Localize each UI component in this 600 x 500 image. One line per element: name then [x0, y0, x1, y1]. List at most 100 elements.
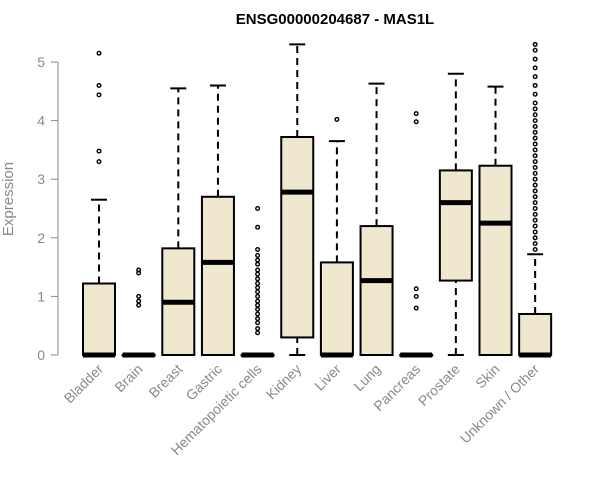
box-lung: [359, 82, 394, 356]
box-iqr: [438, 169, 473, 282]
outlier-point: [334, 116, 340, 122]
y-axis: 0 1 2 3 4 5: [37, 54, 59, 363]
outlier-point: [532, 211, 538, 217]
outlier-point: [255, 276, 261, 282]
outlier-point: [96, 82, 102, 88]
y-axis-title: Expression: [0, 162, 17, 236]
outlier-point: [413, 293, 419, 299]
outlier-point: [532, 82, 538, 88]
outlier-point: [532, 135, 538, 141]
box-unknown-other: [518, 41, 553, 358]
outlier-point: [532, 147, 538, 153]
outlier-point: [255, 247, 261, 253]
outlier-point: [532, 141, 538, 147]
outlier-point: [532, 123, 538, 129]
box-iqr: [82, 282, 116, 356]
outlier-point: [413, 119, 419, 125]
category-label-bladder: Bladder: [61, 361, 107, 407]
outlier-point: [255, 302, 261, 308]
outlier-point: [255, 205, 261, 211]
outlier-point: [532, 223, 538, 229]
box-iqr: [518, 312, 553, 357]
box-skin: [478, 85, 513, 356]
chart-title: ENSG00000204687 - MAS1L: [236, 11, 434, 28]
outlier-point: [532, 153, 538, 159]
box-iqr: [280, 136, 315, 339]
outlier-point: [532, 194, 538, 200]
box-breast: [161, 87, 196, 357]
outlier-point: [532, 182, 538, 188]
outlier-point: [255, 267, 261, 273]
outlier-point: [255, 281, 261, 287]
y-tick-label-4: 4: [37, 113, 45, 129]
category-label-liver: Liver: [311, 361, 344, 394]
box-liver: [319, 116, 354, 358]
outlier-point: [532, 106, 538, 112]
category-label-kidney: Kidney: [263, 361, 305, 403]
outlier-point: [532, 241, 538, 247]
outlier-point: [96, 159, 102, 165]
box-kidney: [280, 43, 315, 356]
outlier-point: [136, 293, 142, 299]
outlier-point: [532, 205, 538, 211]
outlier-point: [532, 200, 538, 206]
category-label-breast: Breast: [145, 361, 185, 401]
outlier-point: [532, 100, 538, 106]
outlier-point: [532, 129, 538, 135]
outlier-point: [255, 293, 261, 299]
y-tick-label-1: 1: [37, 288, 45, 304]
boxes: [82, 41, 553, 358]
outlier-point: [532, 118, 538, 124]
outlier-point: [532, 159, 538, 165]
box-iqr: [200, 195, 235, 356]
category-label-lung: Lung: [350, 361, 383, 394]
outlier-point: [255, 289, 261, 295]
outlier-point: [413, 286, 419, 292]
category-label-prostate: Prostate: [415, 361, 463, 409]
outlier-point: [532, 176, 538, 182]
outlier-point: [255, 311, 261, 317]
outlier-point: [255, 316, 261, 322]
outlier-point: [532, 217, 538, 223]
box-gastric: [200, 84, 235, 356]
outlier-point: [532, 65, 538, 71]
box-bladder: [82, 50, 116, 358]
outlier-point: [255, 326, 261, 332]
outlier-point: [255, 306, 261, 312]
outlier-point: [96, 92, 102, 98]
outlier-point: [255, 271, 261, 277]
box-brain: [121, 267, 156, 358]
outlier-point: [96, 148, 102, 154]
box-iqr: [478, 164, 513, 356]
outlier-point: [532, 188, 538, 194]
box-hematopoietic-cells: [240, 205, 275, 358]
outlier-point: [255, 257, 261, 263]
outlier-point: [136, 302, 142, 308]
outlier-point: [255, 285, 261, 291]
outlier-point: [532, 91, 538, 97]
outlier-point: [136, 267, 142, 273]
category-label-brain: Brain: [111, 361, 145, 395]
outlier-point: [532, 247, 538, 253]
outlier-point: [255, 261, 261, 267]
outlier-point: [532, 47, 538, 53]
outlier-point: [532, 164, 538, 170]
box-iqr: [359, 225, 394, 356]
outlier-point: [255, 252, 261, 258]
outlier-point: [413, 111, 419, 117]
box-prostate: [438, 72, 473, 356]
y-tick-label-0: 0: [37, 347, 45, 363]
outlier-point: [255, 298, 261, 304]
outlier-point: [532, 235, 538, 241]
box-pancreas: [399, 111, 434, 358]
outlier-point: [255, 224, 261, 230]
outlier-point: [96, 50, 102, 56]
outlier-point: [532, 56, 538, 62]
outlier-point: [532, 41, 538, 47]
y-tick-label-2: 2: [37, 230, 45, 246]
box-iqr: [319, 261, 354, 356]
outlier-point: [532, 229, 538, 235]
y-tick-label-3: 3: [37, 171, 45, 187]
